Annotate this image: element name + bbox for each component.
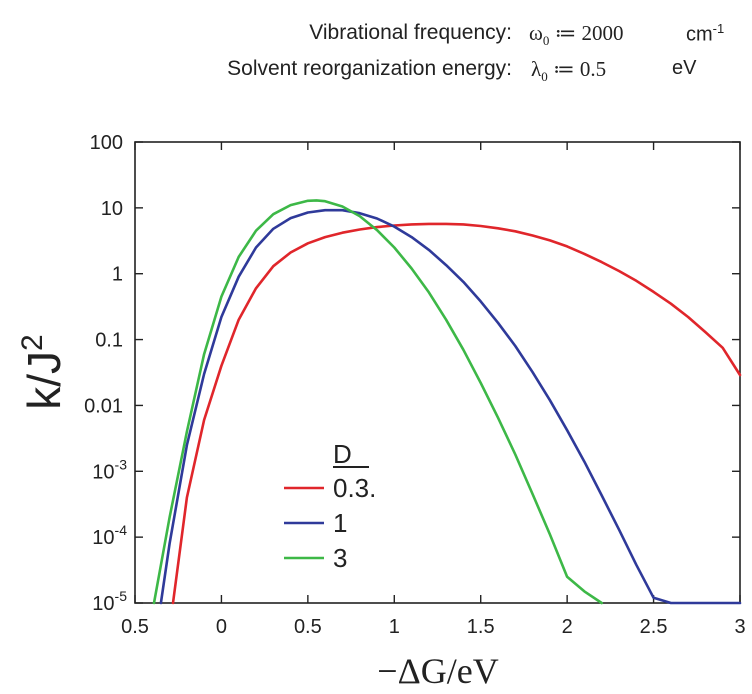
axis-ticks: 0.5 0 0.5 1 1.5 2 2.5 3 100 10 1 0.1 0.01 10-3 10-4 10-… [84,132,746,638]
frequency-unit: cm-1 [686,21,724,47]
header-row-reorganization: Solvent reorganization energy: λ0 ≔ 0.5 … [0,57,752,85]
series-line-3 [152,199,603,605]
y-tick-label: 1 [112,264,123,286]
frequency-unit-base: cm [686,23,713,46]
y-tick-label: 10 [101,198,123,220]
x-tick-label: 1 [389,616,400,638]
x-tick-label: 1.5 [467,616,495,638]
legend-label-2: 1 [333,508,347,538]
y-axis-label-sup: 2 [16,334,49,351]
y-axis-label-base: k/J [18,351,70,410]
frequency-symbol: ω [529,21,543,45]
reorganization-subscript: 0 [541,69,548,85]
frequency-value: ≔ 2000 [554,21,624,45]
x-tick-label: 2.5 [640,616,668,638]
y-tick-label: 10-4 [92,522,127,549]
reorganization-unit: eV [672,57,697,79]
frequency-subscript: 0 [542,33,550,49]
y-tick-label: 0.1 [95,330,123,352]
series-line-2 [159,208,742,605]
legend: D 0.3. 1 3 [284,439,376,573]
series-line-1 [171,222,742,605]
x-tick-label: 0 [216,616,227,638]
legend-title: D [333,439,352,469]
frequency-label: Vibrational frequency: [309,21,512,44]
x-axis-label: −ΔG/eV [377,651,498,691]
frequency-equation: ω0 ≔ 2000 [529,21,624,49]
x-tick-label: 3 [734,616,745,638]
reorganization-label: Solvent reorganization energy: [227,57,512,80]
frequency-unit-sup: -1 [712,21,725,36]
header-row-frequency: Vibrational frequency: ω0 ≔ 2000 cm-1 [0,21,752,49]
reorganization-value: ≔ 0.5 [552,57,607,81]
x-tick-label: 0.5 [121,616,149,638]
x-tick-label: 0.5 [294,616,322,638]
legend-label-3: 3 [333,543,347,573]
reorganization-symbol: λ [531,57,542,81]
y-tick-label: 0.01 [84,395,123,417]
x-tick-label: 2 [562,616,573,638]
plot-frame [134,141,741,604]
legend-label-1: 0.3. [333,473,376,503]
y-axis-label: k/J2 [16,334,70,409]
y-tick-label: 10-5 [92,588,127,615]
reorganization-equation: λ0 ≔ 0.5 [531,57,606,85]
y-tick-label: 10-3 [92,456,127,483]
series-lines [152,199,742,605]
y-tick-label: 100 [90,132,123,154]
